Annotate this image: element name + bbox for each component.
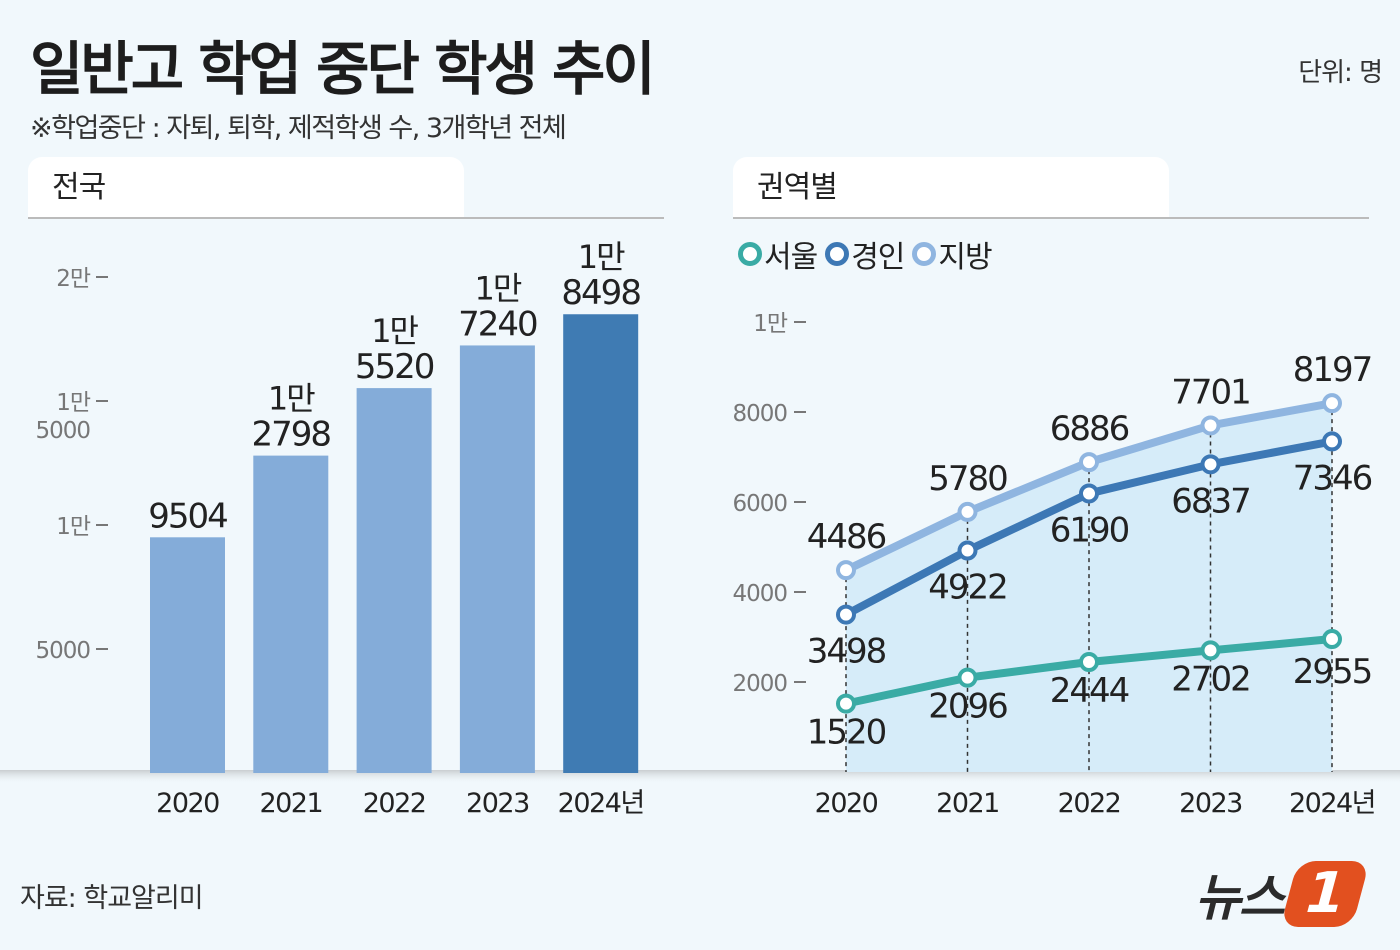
y-tick-label: 1만: [753, 311, 788, 337]
y-tick-label: 5000: [35, 418, 90, 444]
y-tick-label: 1만: [56, 390, 91, 416]
data-label: 8498: [561, 273, 640, 313]
data-point: [957, 540, 978, 561]
y-tick-label: 8000: [732, 401, 787, 427]
y-tick-label: 4000: [732, 581, 787, 607]
data-label: 1만: [268, 380, 315, 418]
bar: [356, 388, 432, 773]
y-tick-label: 2만: [56, 266, 91, 292]
y-tick-label: 6000: [732, 491, 787, 517]
data-label: 1만: [474, 269, 521, 307]
data-point: [836, 693, 856, 714]
bar: [459, 345, 535, 773]
data-label: 6837: [1171, 481, 1250, 521]
data-label: 2444: [1050, 671, 1129, 711]
baseline-band: [0, 770, 1400, 784]
x-tick-label: 2022: [363, 788, 426, 819]
data-point: [1200, 454, 1221, 475]
divider: [28, 217, 664, 219]
data-point: [1322, 393, 1342, 414]
page-title: 일반고 학업 중단 학생 추이: [30, 35, 656, 103]
data-point: [1079, 452, 1099, 473]
data-label: 1520: [807, 713, 886, 753]
y-tick-label: 1만: [56, 514, 91, 540]
x-tick-label: 2023: [466, 788, 529, 819]
data-label: 3498: [807, 632, 886, 672]
data-label: 7240: [458, 304, 537, 344]
area-fill: [846, 403, 1332, 772]
legend-item-seoul: 서울: [738, 232, 818, 276]
data-label: 2096: [928, 687, 1007, 727]
x-tick-label: 2024년: [558, 788, 644, 819]
x-tick-label: 2024년: [1289, 788, 1375, 819]
x-tick-label: 2021: [259, 788, 322, 819]
data-label: 2798: [252, 415, 331, 455]
data-point: [1322, 629, 1342, 650]
data-label: 4922: [928, 568, 1007, 608]
data-label: 1만: [371, 312, 418, 350]
series-line: [845, 635, 1333, 708]
data-point: [1200, 640, 1221, 661]
data-label: 5780: [928, 459, 1007, 499]
legend-marker-icon: [912, 242, 937, 266]
legend-item-gyeongin: 경인: [825, 232, 905, 276]
data-label: 7701: [1171, 372, 1250, 412]
subtitle: ※학업중단 : 자퇴, 퇴학, 제적학생 수, 3개학년 전체: [30, 113, 567, 144]
data-label: 2702: [1171, 659, 1250, 699]
legend-label: 서울: [764, 240, 818, 275]
series-line: [844, 399, 1333, 574]
y-tick-label: 2000: [732, 671, 787, 697]
x-tick-label: 2020: [156, 788, 219, 819]
data-label: 1만: [578, 238, 625, 276]
data-point: [1079, 483, 1099, 504]
news1-logo: 뉴스 1: [1195, 858, 1370, 930]
bar: [253, 455, 329, 773]
legend-label: 지방: [938, 240, 992, 275]
data-label: 6886: [1050, 409, 1129, 449]
x-tick-label: 2020: [815, 788, 878, 819]
data-label: 9504: [148, 496, 227, 536]
panel-title-national: 전국: [28, 157, 464, 217]
legend-label: 경인: [851, 240, 905, 275]
panel-title-regional: 권역별: [733, 157, 1169, 217]
source-note: 자료: 학교알리미: [20, 883, 204, 914]
bar: [150, 537, 225, 773]
data-point: [1079, 652, 1099, 673]
data-point: [836, 560, 856, 581]
x-tick-label: 2021: [936, 788, 999, 819]
unit-label: 단위: 명: [1298, 58, 1383, 88]
logo-text: 뉴스: [1195, 869, 1285, 927]
legend: 서울 경인 지방: [738, 232, 993, 276]
data-point: [957, 667, 978, 688]
legend-marker-icon: [825, 242, 850, 266]
data-point: [836, 604, 856, 625]
bar: [563, 314, 639, 773]
logo-mark: 1: [1280, 861, 1370, 927]
data-label: 2955: [1293, 652, 1372, 692]
x-tick-label: 2023: [1179, 788, 1242, 819]
data-label: 5520: [355, 347, 434, 387]
data-label: 4486: [807, 517, 886, 557]
y-tick-label: 5000: [35, 638, 90, 664]
x-tick-label: 2022: [1058, 788, 1121, 819]
legend-item-region: 지방: [912, 232, 993, 276]
divider: [733, 217, 1369, 219]
data-point: [957, 501, 978, 522]
series-line: [844, 437, 1333, 619]
data-label: 6190: [1050, 510, 1129, 550]
data-point: [1322, 431, 1342, 452]
data-label: 8197: [1293, 350, 1372, 390]
data-point: [1200, 415, 1221, 436]
data-label: 7346: [1293, 458, 1372, 498]
legend-marker-icon: [738, 242, 762, 266]
